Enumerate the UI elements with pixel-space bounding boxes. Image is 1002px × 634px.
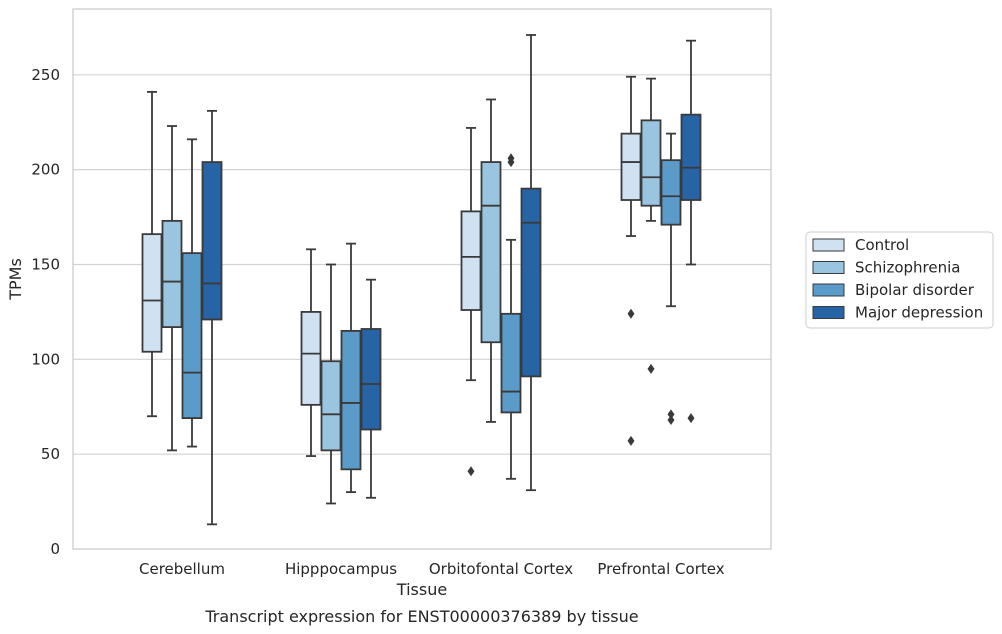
- legend: Control Schizophrenia Bipolar disorder Majo…: [805, 231, 994, 329]
- legend-label: Schizophrenia: [855, 259, 960, 277]
- outlier-point: [627, 435, 635, 446]
- iqr-box: [520, 187, 542, 378]
- plot-area-frame: [72, 8, 772, 550]
- x-axis-ticks: Cerebellum Hipppocampus Orbitofontal Corte…: [139, 560, 725, 578]
- outlier-point: [647, 363, 655, 374]
- box-schizophrenia-3: [640, 77, 662, 374]
- iqr-box: [460, 210, 482, 311]
- iqr-box: [480, 161, 502, 344]
- iqr-box: [660, 159, 682, 226]
- y-tick-label: 100: [31, 350, 60, 368]
- iqr-box: [680, 113, 702, 201]
- box-schizophrenia-0: [161, 125, 183, 452]
- iqr-box: [141, 233, 163, 353]
- x-tick-label: Prefrontal Cortex: [597, 560, 724, 578]
- box-control-2: [460, 127, 482, 477]
- box-major-depression-0: [201, 109, 223, 526]
- box-schizophrenia-1: [320, 263, 342, 505]
- outlier-point: [687, 413, 695, 424]
- iqr-box: [320, 360, 342, 452]
- iqr-box: [620, 132, 642, 201]
- box-control-3: [620, 75, 642, 446]
- legend-swatch: [812, 261, 845, 274]
- iqr-box: [161, 219, 183, 328]
- iqr-box: [300, 311, 322, 406]
- box-bipolar-disorder-3: [660, 132, 682, 426]
- box-bipolar-disorder-0: [181, 138, 203, 448]
- iqr-box: [500, 312, 522, 414]
- boxes: [141, 34, 702, 526]
- x-tick-label: Cerebellum: [139, 560, 225, 578]
- legend-swatch: [812, 238, 845, 252]
- box-schizophrenia-2: [480, 98, 502, 423]
- box-control-1: [300, 248, 322, 457]
- box-bipolar-disorder-1: [340, 242, 362, 493]
- box-bipolar-disorder-2: [500, 153, 522, 480]
- iqr-box: [360, 328, 382, 431]
- legend-label: Bipolar disorder: [855, 281, 975, 299]
- y-tick-label: 200: [31, 161, 60, 179]
- legend-label: Major depression: [855, 304, 983, 322]
- x-tick-label: Hipppocampus: [285, 560, 397, 578]
- x-tick-label: Orbitofontal Cortex: [429, 560, 573, 578]
- outlier-point: [627, 308, 635, 319]
- legend-swatch: [812, 306, 845, 319]
- iqr-box: [181, 252, 203, 420]
- x-axis-title: Tissue: [396, 580, 447, 599]
- y-tick-label: 0: [50, 540, 60, 558]
- y-axis-title: TPMs: [6, 258, 25, 301]
- box-major-depression-2: [520, 34, 542, 492]
- chart-caption: Transcript expression for ENST0000037638…: [204, 607, 638, 626]
- legend-swatch: [812, 283, 845, 297]
- box-major-depression-3: [680, 39, 702, 424]
- box-major-depression-1: [360, 278, 382, 499]
- legend-frame: [805, 231, 994, 329]
- legend-label: Control: [855, 236, 909, 254]
- y-axis-ticks: 0 50 100 150 200 250: [31, 66, 60, 558]
- iqr-box: [201, 161, 223, 321]
- outlier-point: [667, 409, 675, 420]
- iqr-box: [640, 119, 662, 207]
- outlier-point: [667, 415, 675, 426]
- y-tick-label: 250: [31, 66, 60, 84]
- y-tick-label: 150: [31, 255, 60, 273]
- outlier-point: [467, 466, 475, 477]
- outlier-point: [507, 153, 515, 164]
- box-control-0: [141, 90, 163, 418]
- iqr-box: [340, 329, 362, 471]
- y-tick-label: 50: [41, 445, 60, 463]
